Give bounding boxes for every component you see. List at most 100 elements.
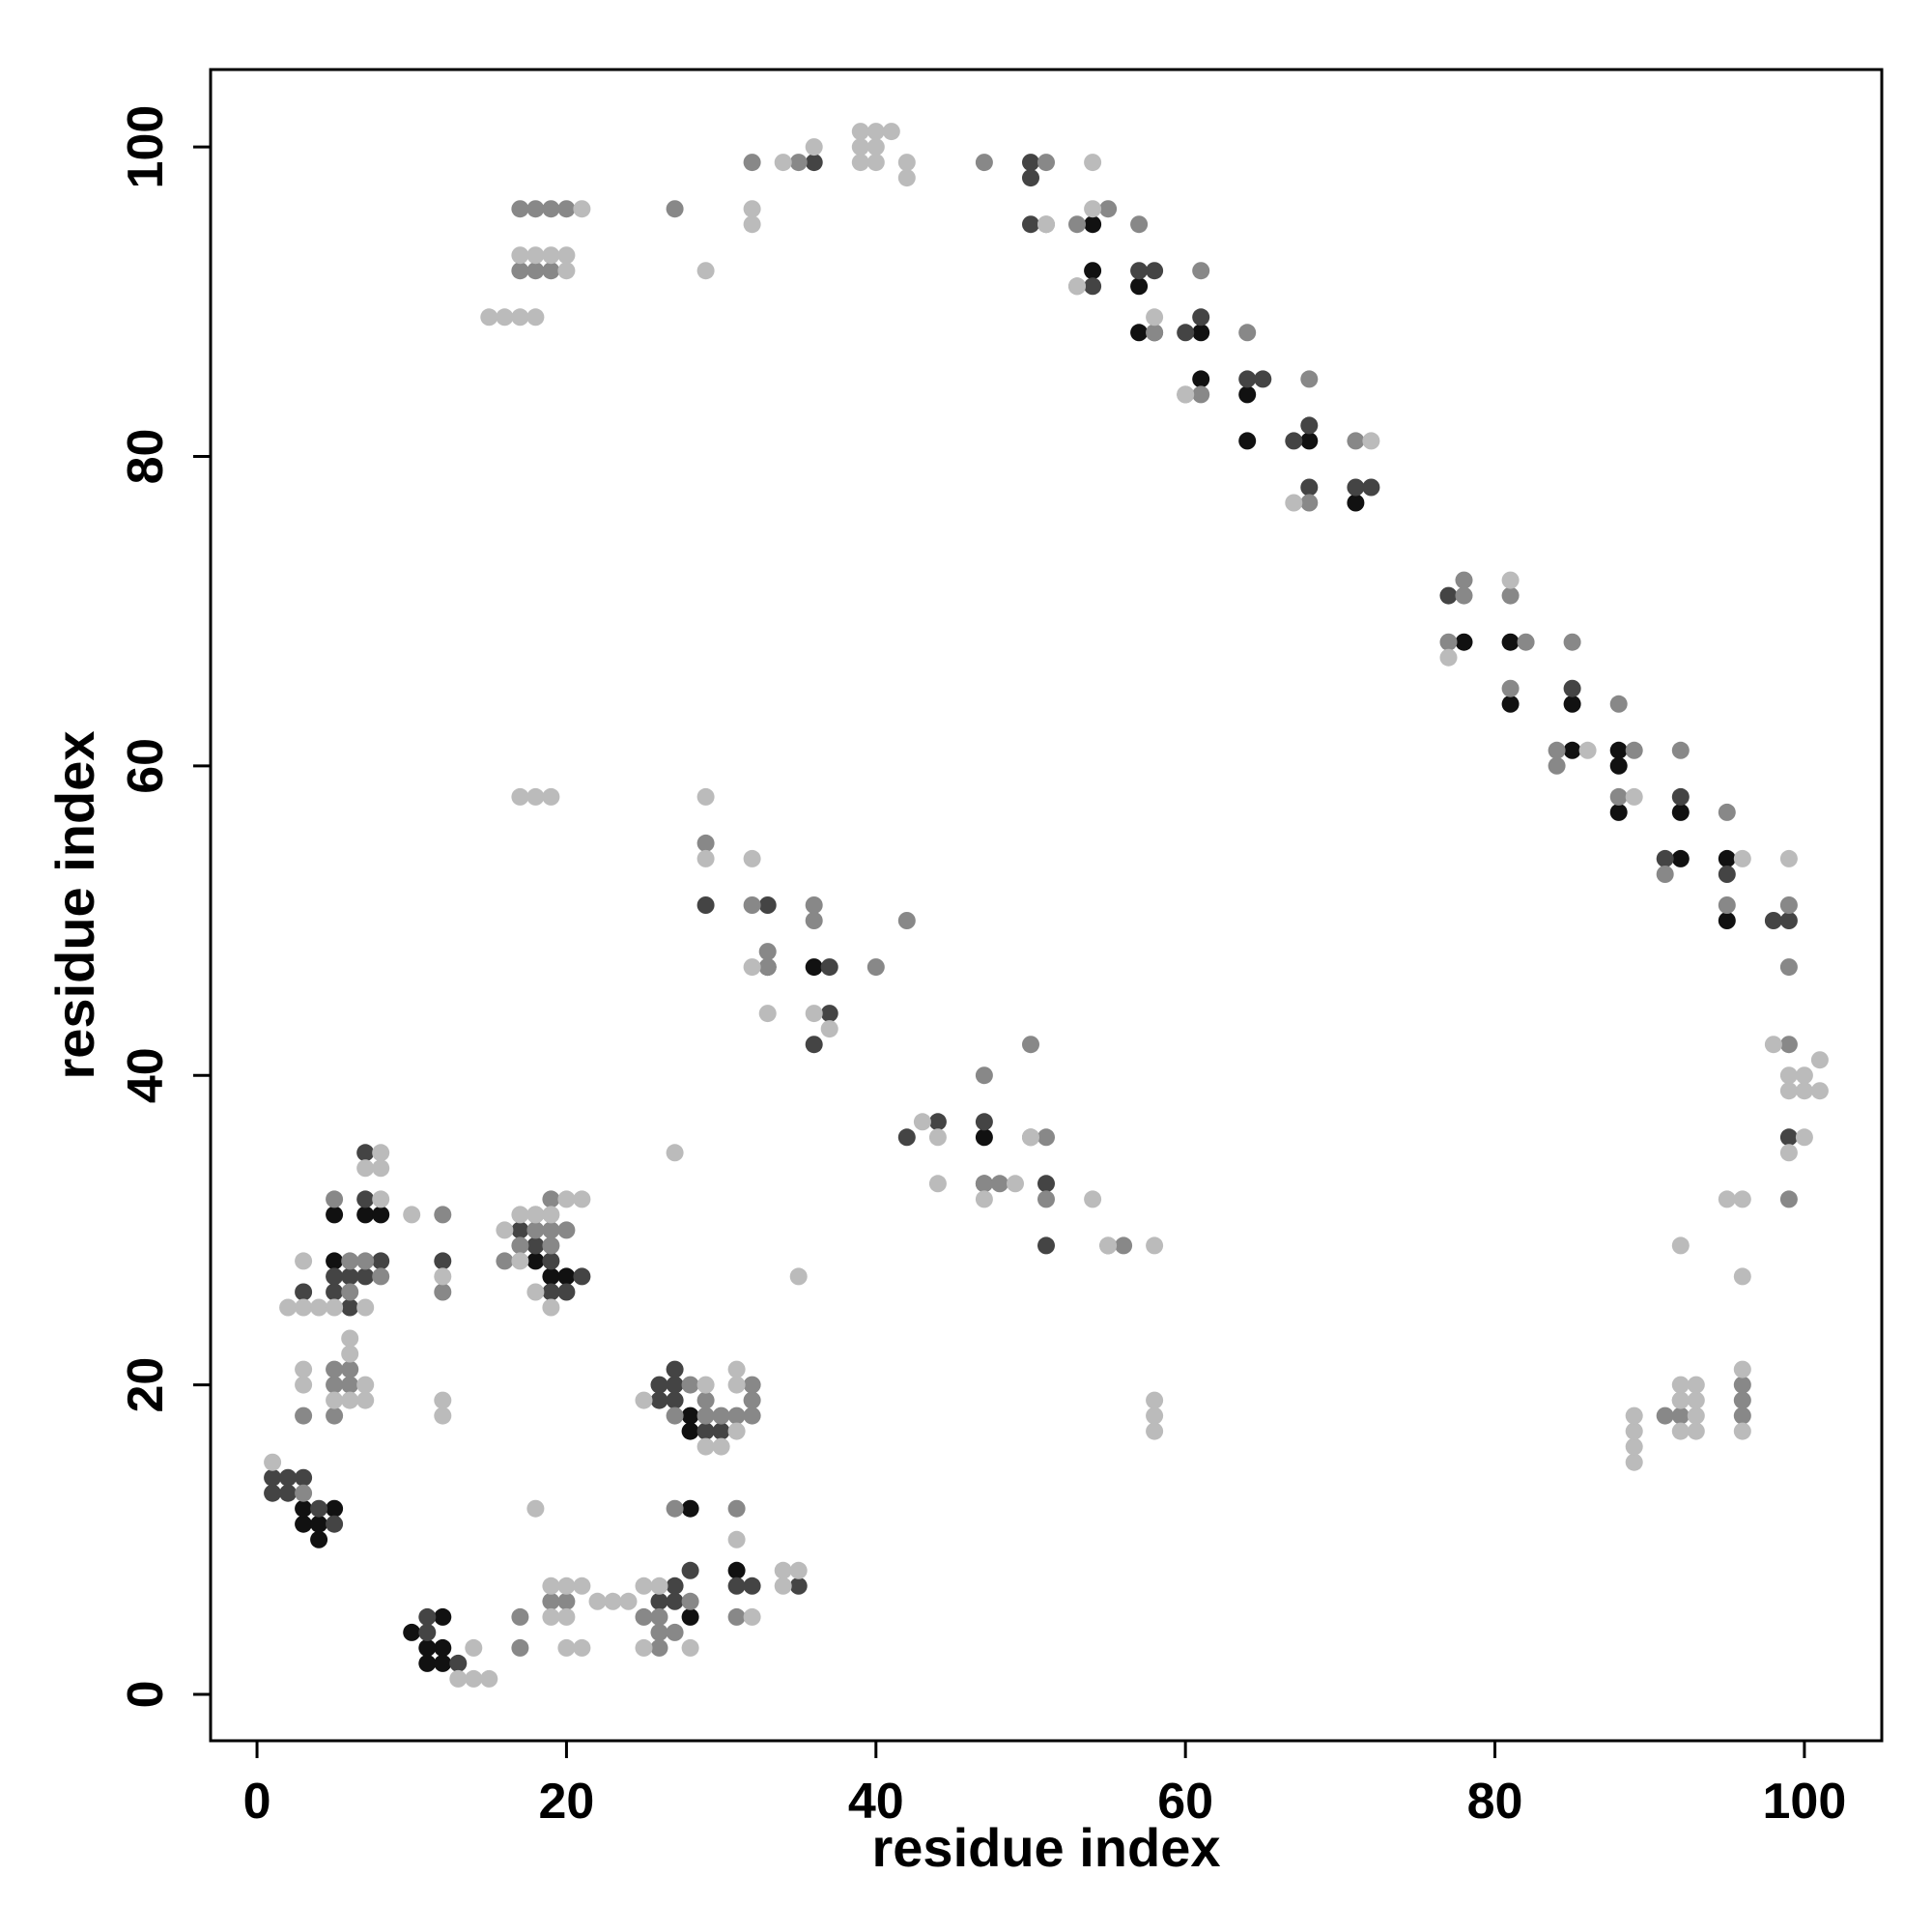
plot-frame	[209, 68, 1884, 1743]
data-point	[928, 1175, 947, 1193]
data-point	[743, 1391, 761, 1409]
data-point	[1779, 1036, 1798, 1054]
data-point	[557, 1267, 576, 1286]
y-tick-label: 80	[118, 429, 174, 485]
data-point	[789, 1561, 808, 1579]
data-point	[1733, 1406, 1751, 1425]
data-point	[341, 1267, 359, 1286]
data-point	[526, 308, 545, 327]
data-point	[310, 1515, 328, 1533]
x-tick-label: 100	[1763, 1774, 1847, 1830]
data-point	[1037, 1236, 1055, 1255]
data-point	[681, 1499, 699, 1518]
data-point	[820, 958, 838, 977]
x-tick-label: 20	[539, 1774, 595, 1830]
data-point	[1656, 866, 1674, 883]
data-point	[264, 1468, 282, 1487]
data-point	[727, 1360, 746, 1378]
data-point	[557, 1190, 576, 1208]
data-point	[635, 1391, 653, 1409]
data-point	[1130, 215, 1149, 234]
data-point	[650, 1623, 668, 1641]
data-point	[743, 215, 761, 234]
data-point	[542, 262, 560, 280]
data-point	[975, 154, 993, 172]
data-point	[1779, 912, 1798, 929]
data-point	[1795, 1082, 1813, 1100]
data-point	[1718, 803, 1736, 821]
data-point	[1300, 416, 1319, 435]
data-point	[635, 1638, 653, 1657]
data-point	[805, 896, 823, 914]
data-point	[1068, 215, 1086, 234]
data-point	[341, 1329, 359, 1348]
data-point	[542, 1252, 560, 1270]
data-point	[1671, 1376, 1690, 1394]
data-point	[1625, 741, 1643, 759]
data-point	[326, 1298, 344, 1317]
data-point	[743, 200, 761, 218]
data-point	[496, 308, 514, 327]
data-point	[1563, 679, 1581, 697]
data-point	[1099, 1236, 1118, 1255]
data-point	[882, 123, 900, 141]
data-point	[542, 1298, 560, 1317]
data-point	[418, 1638, 437, 1657]
data-point	[511, 308, 529, 327]
data-point	[1300, 370, 1319, 388]
data-point	[449, 1654, 468, 1672]
data-point	[727, 1499, 746, 1518]
x-tick-label: 60	[1157, 1774, 1213, 1830]
data-point	[1501, 695, 1520, 713]
data-point	[1130, 324, 1149, 342]
data-point	[1609, 695, 1628, 713]
data-point	[418, 1654, 437, 1672]
data-point	[279, 1484, 298, 1502]
data-point	[295, 1252, 313, 1270]
data-point	[264, 1484, 282, 1502]
data-point	[758, 1005, 777, 1023]
data-point	[696, 1437, 715, 1456]
data-point	[1037, 1175, 1055, 1193]
data-point	[820, 1020, 838, 1038]
data-point	[681, 1607, 699, 1626]
data-point	[341, 1391, 359, 1409]
data-point	[295, 1360, 313, 1378]
data-point	[356, 1376, 375, 1394]
data-point	[619, 1592, 638, 1610]
data-point	[1671, 849, 1690, 867]
data-point	[356, 1391, 375, 1409]
data-point	[279, 1298, 298, 1317]
data-point	[1501, 633, 1520, 651]
data-point	[511, 1206, 529, 1224]
data-point	[1084, 200, 1102, 218]
data-point	[1671, 787, 1690, 806]
data-point	[465, 1638, 483, 1657]
data-point	[867, 138, 885, 156]
data-point	[1733, 849, 1751, 867]
data-point	[341, 1283, 359, 1301]
data-point	[727, 1607, 746, 1626]
data-point	[1084, 215, 1102, 234]
data-point	[1037, 154, 1055, 172]
data-point	[743, 1607, 761, 1626]
data-point	[1687, 1376, 1705, 1394]
data-point	[666, 1592, 684, 1610]
data-point	[1022, 215, 1039, 234]
data-point	[434, 1252, 452, 1270]
data-point	[1501, 571, 1520, 589]
data-point	[542, 1267, 560, 1286]
data-point	[897, 154, 916, 172]
data-point	[557, 1592, 576, 1610]
data-point	[1238, 385, 1257, 404]
data-point	[696, 896, 715, 914]
data-point	[418, 1607, 437, 1626]
data-point	[526, 262, 545, 280]
data-point	[1779, 1190, 1798, 1208]
data-point	[573, 200, 591, 218]
data-point	[542, 1236, 560, 1255]
data-point	[1779, 896, 1798, 914]
data-point	[1810, 1082, 1829, 1100]
data-point	[975, 1128, 993, 1147]
data-point	[897, 1128, 916, 1147]
